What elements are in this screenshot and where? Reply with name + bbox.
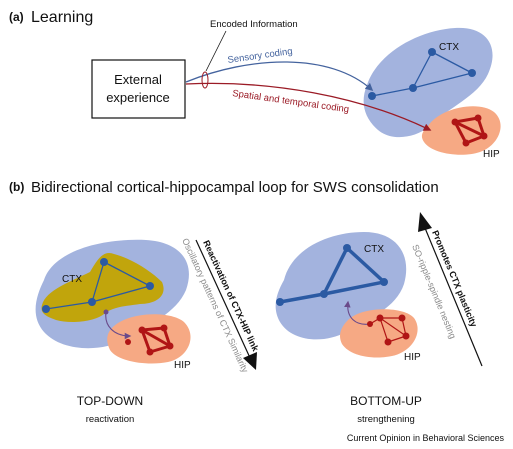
hip-node-right-3	[402, 332, 410, 340]
hip-node-a-2	[474, 114, 482, 122]
ctx-label-left: CTX	[62, 274, 82, 285]
ctx-network-a	[371, 51, 473, 97]
top-down-panel: CTX HIP Reactivation of CTX-HIP link Osc…	[35, 237, 261, 425]
bottom-up-panel: CTX HIP Promotes CTX plasticity SO-rippl…	[275, 212, 483, 425]
hip-node-a-1	[451, 118, 459, 126]
reactivation-loop-arrow-left	[105, 311, 132, 340]
hip-node-right-4	[384, 338, 392, 346]
bottom-up-sub: strengthening	[357, 414, 415, 425]
ctx-node-a-3	[409, 84, 417, 92]
hip-node-left-2	[160, 324, 168, 332]
panel-b-title: Bidirectional cortical-hippocampal loop …	[31, 179, 439, 196]
spatial-coding-label: Spatial and temporal coding	[232, 88, 350, 115]
panel-a: (a) Learning CTX HIP	[9, 9, 501, 160]
hip-node-right-1	[376, 314, 384, 322]
ctx-node-left-1	[100, 258, 108, 266]
ctx-node-a-2	[468, 69, 476, 77]
strengthening-loop-arrow-right	[344, 300, 371, 325]
ctx-region-a	[363, 27, 493, 138]
ctx-label-a: CTX	[439, 42, 459, 53]
panel-a-label: (a)	[9, 10, 24, 24]
spatial-coding-arrow	[185, 82, 432, 131]
hip-node-left-4	[146, 348, 154, 356]
external-line-1: External	[114, 72, 162, 87]
ctx-label-right: CTX	[364, 244, 384, 255]
ctx-node-right-1	[343, 244, 351, 252]
panel-b-label: (b)	[9, 180, 24, 194]
ctx-node-a-1	[428, 48, 436, 56]
top-down-arrow-head	[243, 352, 257, 370]
loop-origin-node-left	[103, 309, 109, 315]
encoded-info-pointer	[205, 30, 227, 72]
hip-label-left: HIP	[174, 360, 191, 371]
bottom-up-arrow-head	[418, 212, 432, 232]
hip-node-right-2	[398, 314, 406, 322]
encoded-info-label: Encoded Information	[210, 19, 298, 30]
hip-region-right	[340, 309, 418, 358]
hip-label-right: HIP	[404, 352, 421, 363]
ctx-node-left-3	[88, 298, 96, 306]
hip-node-right-5	[367, 321, 373, 327]
journal-credit: Current Opinion in Behavioral Sciences	[347, 433, 505, 443]
bottom-up-arrow-line	[424, 227, 483, 367]
bottom-up-heading: BOTTOM-UP	[350, 394, 422, 408]
sensory-coding-arrow	[185, 61, 374, 92]
ctx-node-right-4	[276, 298, 284, 306]
external-experience-box	[91, 59, 186, 119]
hip-node-left-1	[138, 326, 146, 334]
ctx-network-left	[45, 261, 151, 310]
hip-node-a-3	[480, 132, 488, 140]
ctx-node-left-4	[42, 305, 50, 313]
hip-region-left	[107, 314, 191, 364]
encoded-info-ellipse	[201, 71, 209, 89]
ctx-node-right-2	[380, 278, 388, 286]
bottom-up-arrow-label: Promotes CTX plasticity	[430, 229, 479, 328]
panel-a-title: Learning	[31, 9, 93, 26]
hip-node-a-4	[462, 139, 470, 147]
top-down-sub: reactivation	[86, 414, 135, 425]
hip-node-left-3	[166, 342, 174, 350]
panel-b: (b) Bidirectional cortical-hippocampal l…	[9, 179, 483, 425]
external-line-2: experience	[106, 90, 170, 105]
ctx-node-a-4	[368, 92, 376, 100]
top-down-heading: TOP-DOWN	[77, 394, 143, 408]
hip-label-a: HIP	[483, 149, 500, 160]
top-down-arrow-line	[195, 239, 252, 361]
ctx-node-right-3	[320, 290, 328, 298]
ctx-node-left-2	[146, 282, 154, 290]
hip-node-left-5	[125, 339, 131, 345]
ctx-network-right	[279, 246, 386, 304]
